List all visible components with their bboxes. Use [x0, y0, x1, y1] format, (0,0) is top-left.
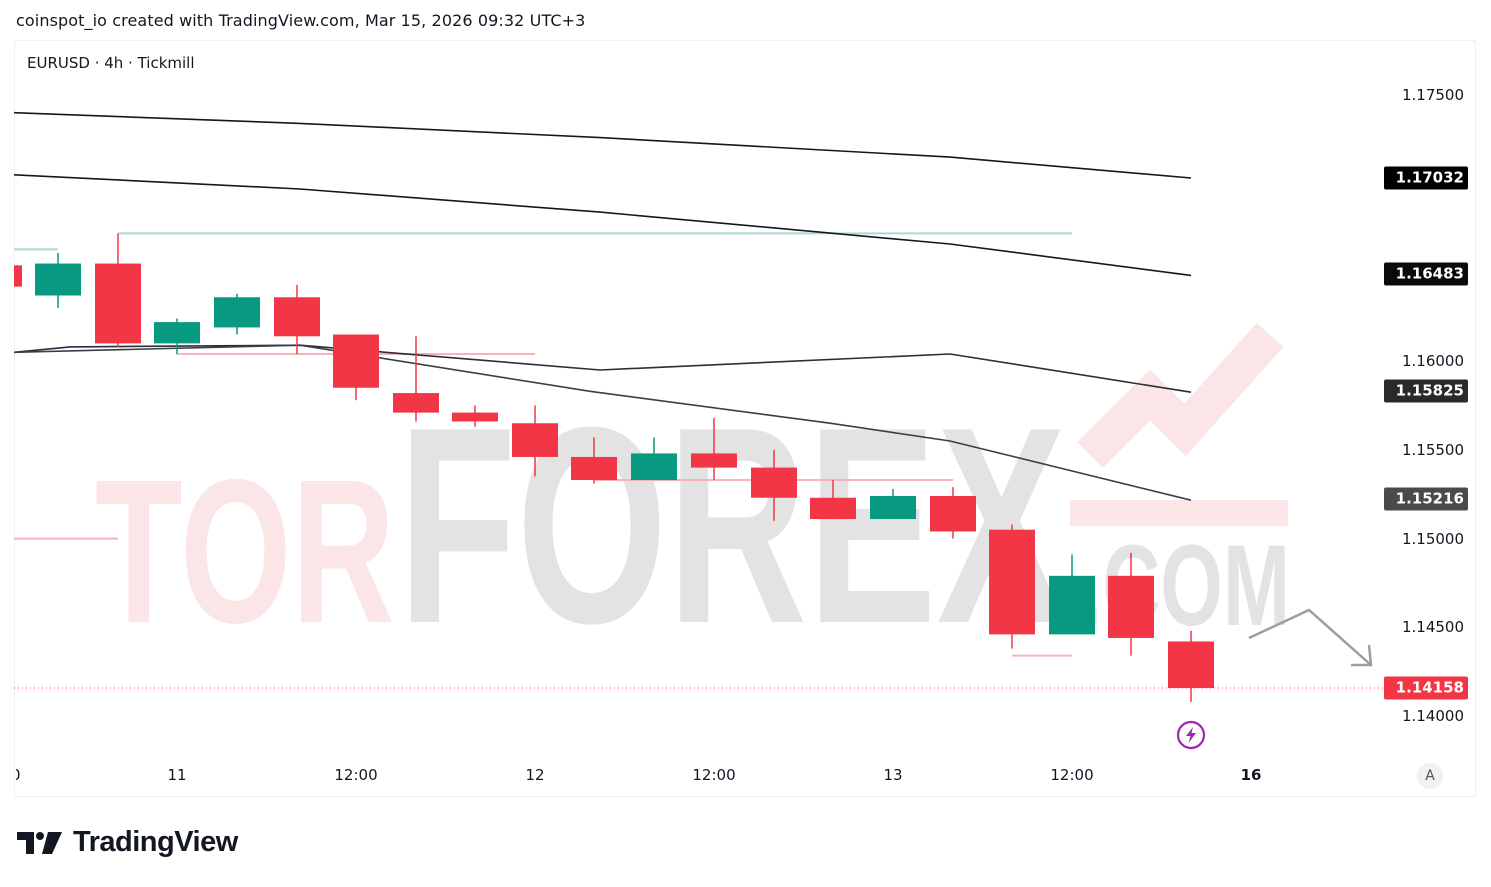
candle	[1108, 552, 1154, 656]
candle-body	[214, 297, 260, 328]
price-tick-label: 1.17500	[1401, 86, 1464, 104]
lightning-event-icon[interactable]	[1176, 720, 1206, 750]
candle	[1049, 554, 1095, 635]
symbol-legend[interactable]: EURUSD · 4h · Tickmill	[27, 54, 195, 72]
candle-body	[393, 393, 439, 413]
candle	[1168, 630, 1214, 702]
ma-line-3-price-tag: 1.15825	[1384, 379, 1468, 403]
ma-line-1	[13, 111, 1192, 179]
candle-body	[691, 453, 737, 468]
watermark-chart-icon	[1077, 322, 1284, 468]
candle-body	[95, 263, 141, 344]
candle	[95, 233, 141, 347]
candle	[810, 480, 856, 520]
time-tick-label: 12	[525, 766, 545, 784]
candle-body	[1108, 575, 1154, 638]
chart-frame	[14, 40, 1476, 797]
candle	[14, 265, 22, 287]
candle-body	[274, 297, 320, 337]
ma-line-2-price-tag: 1.16483	[1384, 262, 1468, 286]
ma-line-1-price-tag: 1.17032	[1384, 166, 1468, 190]
candle-body	[870, 495, 916, 520]
candle-body	[930, 495, 976, 532]
price-tick-label: 1.14000	[1401, 707, 1464, 725]
tradingview-logo-text: TradingView	[73, 826, 238, 858]
tradingview-logo[interactable]: TradingView	[17, 826, 238, 859]
candle-body	[631, 453, 677, 481]
candle-body	[35, 263, 81, 296]
watermark-underline	[1070, 500, 1288, 526]
time-tick-label: 11	[167, 766, 187, 784]
last-price-tag: 1.14158	[1384, 676, 1468, 700]
candle-body	[989, 529, 1035, 635]
candle	[930, 487, 976, 539]
time-tick-label: 13	[883, 766, 903, 784]
candle-body	[810, 497, 856, 520]
ma-line-4-price-tag: 1.15216	[1384, 487, 1468, 511]
time-tick-label: 0	[11, 766, 21, 784]
projection-arrow	[1248, 608, 1372, 666]
candle	[154, 318, 200, 355]
auto-scale-button[interactable]: A	[1417, 763, 1443, 789]
candle	[214, 293, 260, 335]
candle-body	[512, 423, 558, 457]
price-tick-label: 1.15500	[1401, 441, 1464, 459]
time-tick-label: 12:00	[334, 766, 378, 784]
candle-body	[571, 456, 617, 481]
drawing-annotations	[1248, 608, 1373, 667]
time-tick-label: 12:00	[692, 766, 736, 784]
candle	[452, 405, 498, 427]
price-tick-label: 1.15000	[1401, 530, 1464, 548]
candle	[35, 252, 81, 308]
candle	[274, 284, 320, 355]
tradingview-logo-icon	[17, 831, 62, 854]
candle-body	[333, 334, 379, 388]
candle-body	[14, 265, 22, 287]
candle-body	[452, 412, 498, 422]
price-tick-label: 1.14500	[1401, 618, 1464, 636]
candle	[393, 336, 439, 422]
candle-body	[751, 467, 797, 498]
candle	[691, 417, 737, 481]
moving-average-lines	[13, 111, 1192, 501]
ma-line-2	[13, 174, 1192, 277]
candles	[14, 233, 1214, 702]
arrow-head-icon	[1351, 644, 1373, 667]
candle-body	[154, 322, 200, 344]
ma-line-3	[13, 344, 1192, 393]
candle	[571, 437, 617, 484]
time-tick-label: 16	[1240, 766, 1262, 784]
time-tick-label: 12:00	[1050, 766, 1094, 784]
candle	[751, 449, 797, 521]
candle	[512, 405, 558, 477]
chart-attribution: coinspot_io created with TradingView.com…	[16, 11, 586, 30]
candle-body	[1168, 641, 1214, 688]
price-tick-label: 1.16000	[1401, 352, 1464, 370]
candle	[333, 334, 379, 401]
candle	[989, 524, 1035, 649]
watermark-tor: TOR	[95, 437, 395, 666]
candle-body	[1049, 575, 1095, 635]
candle	[631, 437, 677, 481]
ma-line-4	[13, 344, 1192, 501]
candle	[870, 488, 916, 520]
